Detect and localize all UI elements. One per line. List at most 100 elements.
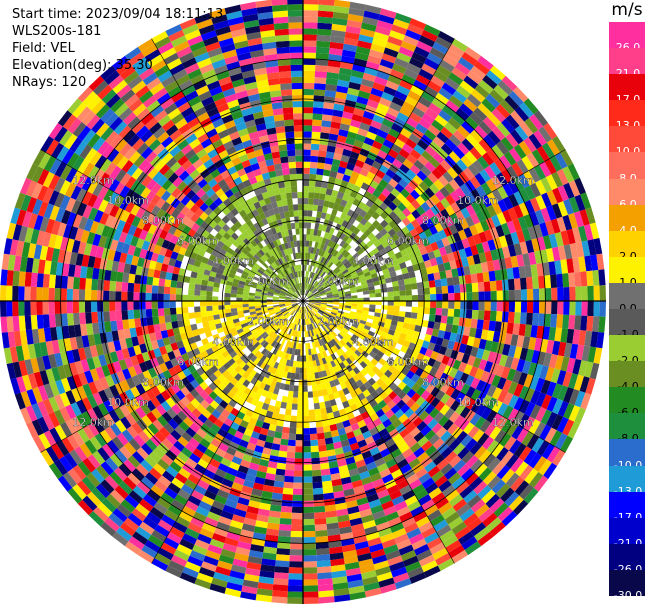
gate-cell xyxy=(242,579,259,589)
gate-cell xyxy=(441,82,457,96)
gate-cell xyxy=(335,281,342,287)
gate-cell xyxy=(324,356,331,364)
gate-cell xyxy=(297,409,303,417)
gate-cell xyxy=(430,75,445,88)
gate-cell xyxy=(454,292,461,301)
gate-cell xyxy=(298,312,301,319)
gate-cell xyxy=(287,597,303,604)
gate-cell xyxy=(169,301,176,308)
gate-cell xyxy=(502,182,514,197)
gate-cell xyxy=(325,320,332,326)
gate-cell xyxy=(416,170,428,181)
gate-cell xyxy=(326,291,333,295)
gate-cell xyxy=(326,72,339,80)
gate-cell xyxy=(364,436,375,445)
gate-cell xyxy=(330,564,346,573)
gate-cell xyxy=(394,183,405,193)
gate-cell xyxy=(421,113,435,125)
gate-cell xyxy=(205,549,221,561)
gate-cell xyxy=(513,86,529,103)
gate-cell xyxy=(425,218,435,229)
gate-cell xyxy=(453,459,466,473)
gate-cell xyxy=(263,416,272,424)
gate-cell xyxy=(402,432,414,444)
gate-cell xyxy=(472,301,479,311)
gate-cell xyxy=(417,155,429,166)
gate-cell xyxy=(578,330,587,346)
gate-cell xyxy=(303,531,316,538)
gate-cell xyxy=(375,301,382,306)
gate-cell xyxy=(301,307,303,314)
gate-cell xyxy=(425,145,437,157)
gate-cell xyxy=(315,313,321,319)
gate-cell xyxy=(290,531,303,538)
gate-cell xyxy=(313,89,326,97)
gate-cell xyxy=(357,502,371,512)
gate-cell xyxy=(330,323,336,330)
gate-cell xyxy=(465,151,478,164)
gate-cell xyxy=(339,470,351,479)
gate-cell xyxy=(338,129,349,138)
gate-cell xyxy=(347,87,360,97)
gate-cell xyxy=(283,481,294,489)
gate-cell xyxy=(453,129,466,143)
gate-cell xyxy=(303,40,317,47)
gate-cell xyxy=(392,224,402,234)
gate-cell xyxy=(410,373,420,383)
gate-cell xyxy=(365,321,373,328)
gate-cell xyxy=(151,293,158,301)
gate-cell xyxy=(421,253,430,262)
gate-cell xyxy=(374,76,388,86)
gate-cell xyxy=(508,439,522,455)
gate-cell xyxy=(507,179,519,194)
gate-cell xyxy=(451,67,467,81)
gate-cell xyxy=(322,419,330,427)
gate-cell xyxy=(308,409,315,416)
gate-cell xyxy=(370,236,379,244)
gate-cell xyxy=(371,160,382,170)
gate-cell xyxy=(339,67,353,76)
gate-cell xyxy=(440,143,453,156)
gate-cell xyxy=(526,276,533,290)
gate-cell xyxy=(524,265,532,278)
gate-cell xyxy=(311,125,322,133)
gate-cell xyxy=(329,170,338,179)
gate-cell xyxy=(512,218,522,232)
gate-cell xyxy=(421,63,437,76)
gate-cell xyxy=(363,324,371,331)
gate-cell xyxy=(316,168,324,176)
gate-cell xyxy=(163,286,171,294)
gate-cell xyxy=(378,179,389,189)
gate-cell xyxy=(370,272,378,279)
gate-cell xyxy=(541,443,555,460)
gate-cell xyxy=(488,270,496,282)
gate-cell xyxy=(491,479,506,494)
gate-cell xyxy=(348,125,360,134)
gate-cell xyxy=(411,51,427,64)
gate-cell xyxy=(455,240,465,251)
gate-cell xyxy=(340,279,348,284)
gate-cell xyxy=(344,31,360,41)
gate-cell xyxy=(345,303,352,307)
gate-cell xyxy=(474,445,487,460)
gate-cell xyxy=(230,304,237,309)
gate-cell xyxy=(363,365,372,374)
gate-cell xyxy=(373,354,382,362)
gate-cell xyxy=(359,470,371,480)
gate-cell xyxy=(572,329,581,345)
gate-cell xyxy=(539,424,552,441)
gate-cell xyxy=(444,77,460,91)
gate-cell xyxy=(521,431,534,447)
gate-cell xyxy=(442,419,454,431)
gate-cell xyxy=(368,499,382,509)
gate-cell xyxy=(338,290,345,294)
gate-cell xyxy=(361,254,370,262)
gate-cell xyxy=(283,333,289,340)
gate-cell xyxy=(312,360,317,367)
gate-cell xyxy=(478,79,494,94)
gate-cell xyxy=(395,153,407,164)
gate-cell xyxy=(417,139,429,151)
gate-cell xyxy=(312,475,322,483)
gate-cell xyxy=(313,229,319,236)
gate-cell xyxy=(271,367,277,375)
